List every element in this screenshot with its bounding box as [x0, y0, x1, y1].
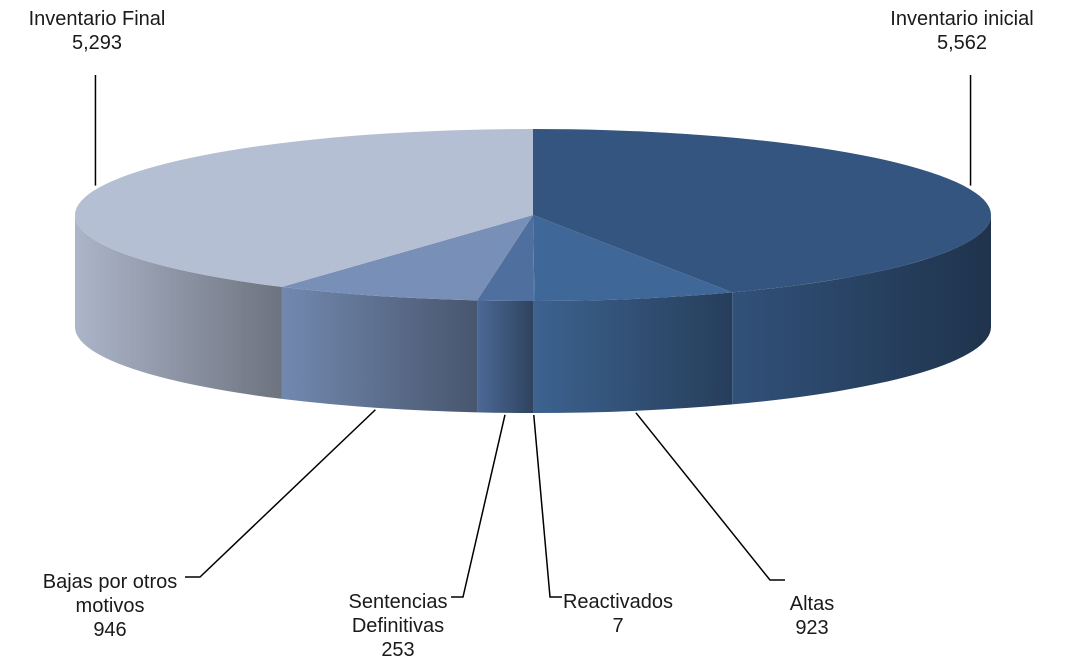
slice-inventario-inicial — [533, 129, 991, 293]
slice-sentencias-definitivas — [477, 215, 533, 301]
data-label-inventario-final: Inventario Final 5,293 — [29, 8, 166, 54]
leader-line-bajas-por-otros-motivos — [185, 409, 376, 578]
slice-inventario-final — [74, 129, 533, 287]
pie-top-faces — [74, 129, 991, 301]
pie-side-walls — [75, 215, 991, 413]
slice-side-bajas-por-otros-motivos — [281, 286, 478, 413]
data-label-bajas-por-otros-motivos: Bajas por otros motivos 946 — [43, 571, 178, 641]
slice-side-altas — [534, 292, 733, 413]
leader-lines — [94, 75, 972, 598]
slice-reactivados — [533, 215, 535, 301]
data-labels: Inventario inicial 5,562 Altas 923 Reactivad… — [29, 8, 1034, 661]
data-label-altas: Altas 923 — [790, 593, 834, 639]
leader-line-reactivados — [533, 414, 562, 598]
slice-side-reactivados — [533, 300, 535, 413]
leader-line-sentencias-definitivas — [451, 414, 506, 598]
data-label-sentencias-definitivas: Sentencias Definitivas 253 — [349, 591, 448, 661]
leader-line-altas — [635, 412, 785, 581]
slice-side-sentencias-definitivas — [477, 300, 533, 413]
slice-side-inventario-inicial — [732, 215, 991, 405]
slice-bajas-por-otros-motivos — [281, 215, 533, 301]
slice-side-inventario-final — [75, 215, 282, 399]
slice-altas — [533, 215, 733, 301]
data-label-reactivados: Reactivados 7 — [563, 591, 673, 637]
data-label-inventario-inicial: Inventario inicial 5,562 — [890, 8, 1033, 54]
